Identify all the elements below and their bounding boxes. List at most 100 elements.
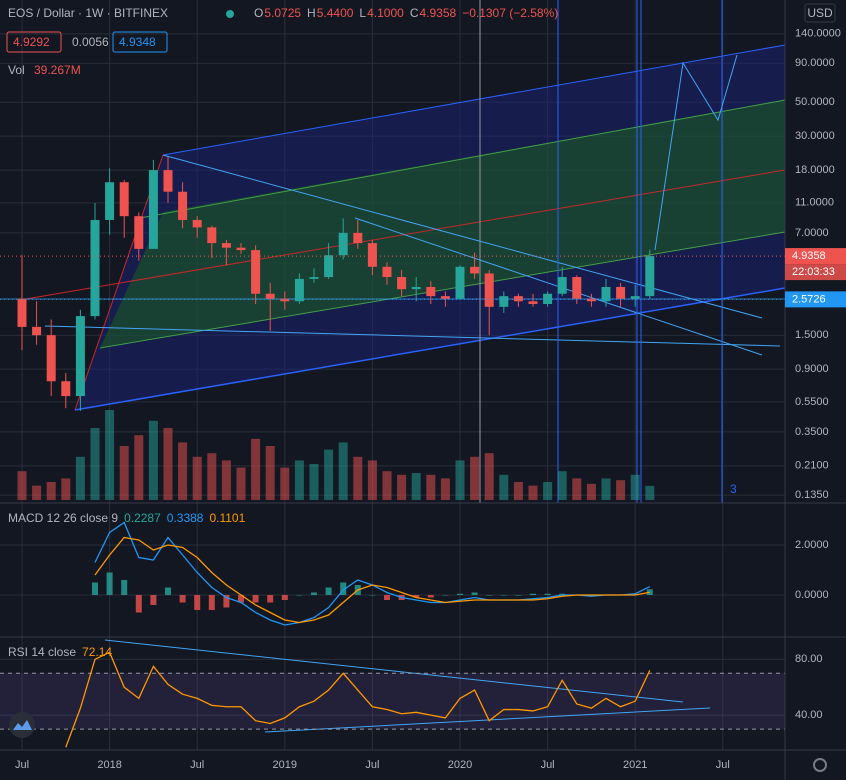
volume-bar <box>280 467 290 500</box>
histogram-bar <box>121 580 128 595</box>
candle-body <box>324 255 334 278</box>
marks <box>0 156 785 748</box>
candle-body <box>75 316 85 397</box>
candle-body <box>119 182 129 217</box>
trend-line <box>139 99 786 219</box>
series-line <box>94 536 650 624</box>
y-tick-label: 7.0000 <box>795 227 829 239</box>
volume-bar <box>309 464 319 500</box>
histogram-bar <box>515 595 522 596</box>
histogram-bar <box>325 587 332 595</box>
volume-bar <box>134 435 144 500</box>
bid[interactable]: 4.9292 <box>13 35 50 49</box>
candle-body <box>148 170 158 249</box>
pane-value: 0.3388 <box>167 511 204 525</box>
volume-bar <box>455 460 465 500</box>
pane-value: 0.2287 <box>124 511 161 525</box>
ohlc: O 5.0725 H 5.4400 L 4.1000 C 4.9358 −0.1307 (−2.… <box>254 6 558 20</box>
logo[interactable] <box>9 712 35 738</box>
ohlc-key: L <box>359 6 366 20</box>
histogram-bar <box>179 595 186 603</box>
median-line <box>19 169 786 301</box>
x-tick-label: 2020 <box>448 759 472 771</box>
volume-bar <box>17 471 27 500</box>
ohlc-value: 5.0725 <box>264 6 301 20</box>
candle-body <box>586 298 596 302</box>
candle-body <box>251 250 261 294</box>
y-tick-label: 80.00 <box>795 653 823 665</box>
volume-bar <box>499 474 509 500</box>
y-tick-label: 0.2100 <box>795 460 829 472</box>
volume-bar <box>484 453 494 500</box>
volume-bar <box>528 485 538 500</box>
y-tick-label: 40.00 <box>795 709 823 721</box>
y-tick-label: 0.0000 <box>795 589 829 601</box>
volume-bar <box>411 473 421 500</box>
histogram-bar <box>281 595 288 600</box>
candle-body <box>426 286 436 297</box>
marker-label: 3 <box>730 482 737 496</box>
histogram-bar <box>238 595 244 603</box>
volume-bar <box>75 456 85 500</box>
volume-value: 39.267M <box>34 63 81 77</box>
x-tick-label: Jul <box>15 759 29 771</box>
histogram-bar <box>92 582 98 595</box>
volume-bar <box>645 485 655 500</box>
histogram-bar <box>442 595 449 596</box>
x-tick-label: 2021 <box>623 759 647 771</box>
candle-body <box>17 298 27 327</box>
x-tick-label: 2018 <box>97 759 121 771</box>
histogram-bar <box>500 595 507 596</box>
price-tag <box>785 248 846 265</box>
volume-bar <box>630 474 640 500</box>
volume-bar <box>470 456 480 500</box>
volume-bar <box>207 453 217 500</box>
currency-box[interactable] <box>804 3 836 23</box>
labels: Jul 2018 Jul 2019 Jul 2020 Jul 2021 Jul 140.0000 9… <box>8 28 846 771</box>
candle-body <box>265 293 275 299</box>
volume-bar <box>294 460 304 500</box>
volume-bar <box>119 446 129 500</box>
volume-bar <box>163 428 173 500</box>
trend-line <box>44 325 781 347</box>
volume-bar <box>178 442 188 500</box>
candle-body <box>484 273 494 307</box>
volume-bar <box>324 449 334 500</box>
candle-body <box>280 298 290 302</box>
bid-box[interactable] <box>6 31 62 53</box>
candle-body <box>338 232 348 256</box>
candle-body <box>382 266 392 278</box>
volume-bar <box>192 456 202 500</box>
y-tick-label: 0.5500 <box>795 396 829 408</box>
trend-line <box>162 154 763 319</box>
ask-box[interactable] <box>112 31 168 53</box>
candle-body <box>440 296 450 299</box>
volume-bar <box>236 467 246 500</box>
y-tick-label: 0.9000 <box>795 363 829 375</box>
y-tick-label: 50.0000 <box>795 96 835 108</box>
candle-body <box>470 266 480 274</box>
histogram-bar <box>194 595 201 610</box>
pane-value: 72.14 <box>82 645 112 659</box>
ohlc-value: 4.9358 <box>419 6 456 20</box>
ohlc-key: C <box>410 6 419 20</box>
settings-icon[interactable] <box>813 758 827 772</box>
candle-body <box>411 286 421 290</box>
volume-bar <box>221 460 231 500</box>
ask[interactable]: 4.9348 <box>119 35 156 49</box>
candle-body <box>309 277 319 279</box>
trend-line <box>104 639 684 703</box>
candle-body <box>528 301 538 304</box>
forecast-path <box>654 54 738 251</box>
y-tick-label: 0.3500 <box>795 426 829 438</box>
x-tick-label: Jul <box>541 759 555 771</box>
histogram-bar <box>150 595 157 605</box>
rsi-band-fill <box>0 673 785 729</box>
histogram-bar <box>457 593 463 595</box>
histogram-bar <box>208 595 215 610</box>
currency[interactable]: USD <box>807 6 833 20</box>
price-tag-label: 4.9358 <box>792 250 826 262</box>
volume-title: Vol <box>8 63 25 77</box>
histogram-bar <box>311 592 317 595</box>
